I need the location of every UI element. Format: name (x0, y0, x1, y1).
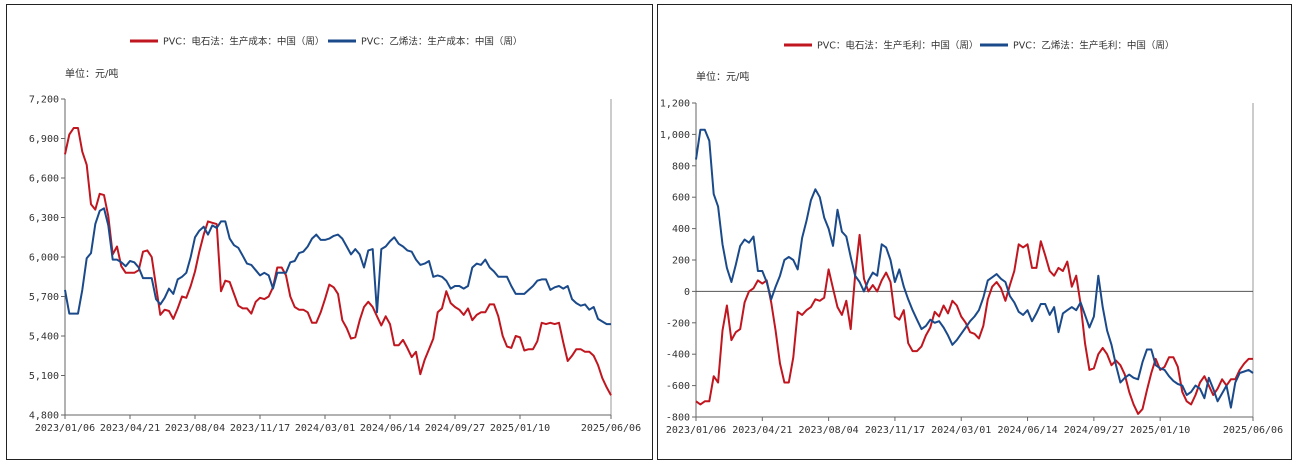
legend-label: PVC：电石法：生产毛利：中国（周） (817, 40, 978, 52)
legend: PVC：电石法：生产毛利：中国（周） PVC：乙烯法：生产毛利：中国（周） (784, 40, 1174, 52)
y-tick-label: 6,000 (29, 253, 59, 264)
x-tick-label: 2025/06/06 (1223, 425, 1283, 436)
y-tick-label: -400 (666, 350, 690, 361)
series-line-1 (695, 233, 1253, 415)
y-tick-label: 200 (672, 256, 690, 267)
x-tick-label: 2024/03/01 (295, 423, 355, 434)
chart-panel-right: PVC：电石法：生产毛利：中国（周） PVC：乙烯法：生产毛利：中国（周） 单位：元… (657, 4, 1292, 460)
x-tick-label: 2025/01/10 (1130, 425, 1190, 436)
x-tick-label: 2023/04/21 (732, 425, 792, 436)
chart-right: PVC：电石法：生产毛利：中国（周） PVC：乙烯法：生产毛利：中国（周） 单位：元… (660, 40, 1283, 437)
y-tick-label: -800 (666, 413, 690, 424)
y-tick-label: 5,400 (29, 332, 59, 343)
x-tick-label: 2024/09/27 (1064, 425, 1124, 436)
y-tick-label: 1,000 (660, 130, 690, 141)
x-tick-label: 2023/11/17 (865, 425, 925, 436)
legend: PVC：电石法：生产成本：中国（周） PVC：乙烯法：生产成本：中国（周） (130, 36, 522, 48)
y-tick-label: 800 (672, 161, 690, 172)
chart-panel-left: PVC：电石法：生产成本：中国（周） PVC：乙烯法：生产成本：中国（周） 单位：元… (6, 4, 653, 460)
x-tick-label: 2023/11/17 (230, 423, 290, 434)
x-tick-label: 2023/04/21 (100, 423, 160, 434)
x-tick-label: 2024/06/14 (997, 425, 1057, 436)
series-line-2 (695, 128, 1254, 409)
unit-label: 单位：元/吨 (696, 70, 749, 83)
y-tick-label: 0 (684, 287, 690, 298)
legend-label: PVC：乙烯法：生产毛利：中国（周） (1013, 40, 1174, 52)
y-tick-label: 600 (672, 193, 690, 204)
y-tick-label: -200 (666, 318, 690, 329)
x-tick-label: 2024/03/01 (931, 425, 991, 436)
x-tick-label: 2024/09/27 (425, 423, 485, 434)
y-tick-label: 5,700 (29, 292, 59, 303)
x-tick-label: 2023/01/06 (666, 425, 726, 436)
x-tick-label: 2024/06/14 (360, 423, 420, 434)
series-line-2 (64, 207, 611, 326)
y-tick-label: 1,200 (660, 99, 690, 110)
y-tick-label: -600 (666, 381, 690, 392)
x-tick-label: 2025/01/10 (490, 423, 550, 434)
y-tick-label: 7,200 (29, 95, 59, 106)
unit-label: 单位：元/吨 (65, 67, 118, 80)
legend-label: PVC：电石法：生产成本：中国（周） (163, 36, 324, 48)
legend-label: PVC：乙烯法：生产成本：中国（周） (361, 36, 522, 48)
y-tick-label: 5,100 (29, 371, 59, 382)
y-tick-label: 400 (672, 224, 690, 235)
y-tick-label: 6,900 (29, 134, 59, 145)
x-tick-label: 2023/08/04 (799, 425, 859, 436)
y-tick-label: 6,600 (29, 174, 59, 185)
chart-left: PVC：电石法：生产成本：中国（周） PVC：乙烯法：生产成本：中国（周） 单位：元… (29, 36, 641, 435)
x-tick-label: 2023/08/04 (165, 423, 225, 434)
series-line-1 (64, 127, 612, 396)
x-tick-label: 2025/06/06 (581, 423, 641, 434)
x-tick-label: 2023/01/06 (35, 423, 95, 434)
y-tick-label: 6,300 (29, 213, 59, 224)
y-tick-label: 4,800 (29, 411, 59, 422)
